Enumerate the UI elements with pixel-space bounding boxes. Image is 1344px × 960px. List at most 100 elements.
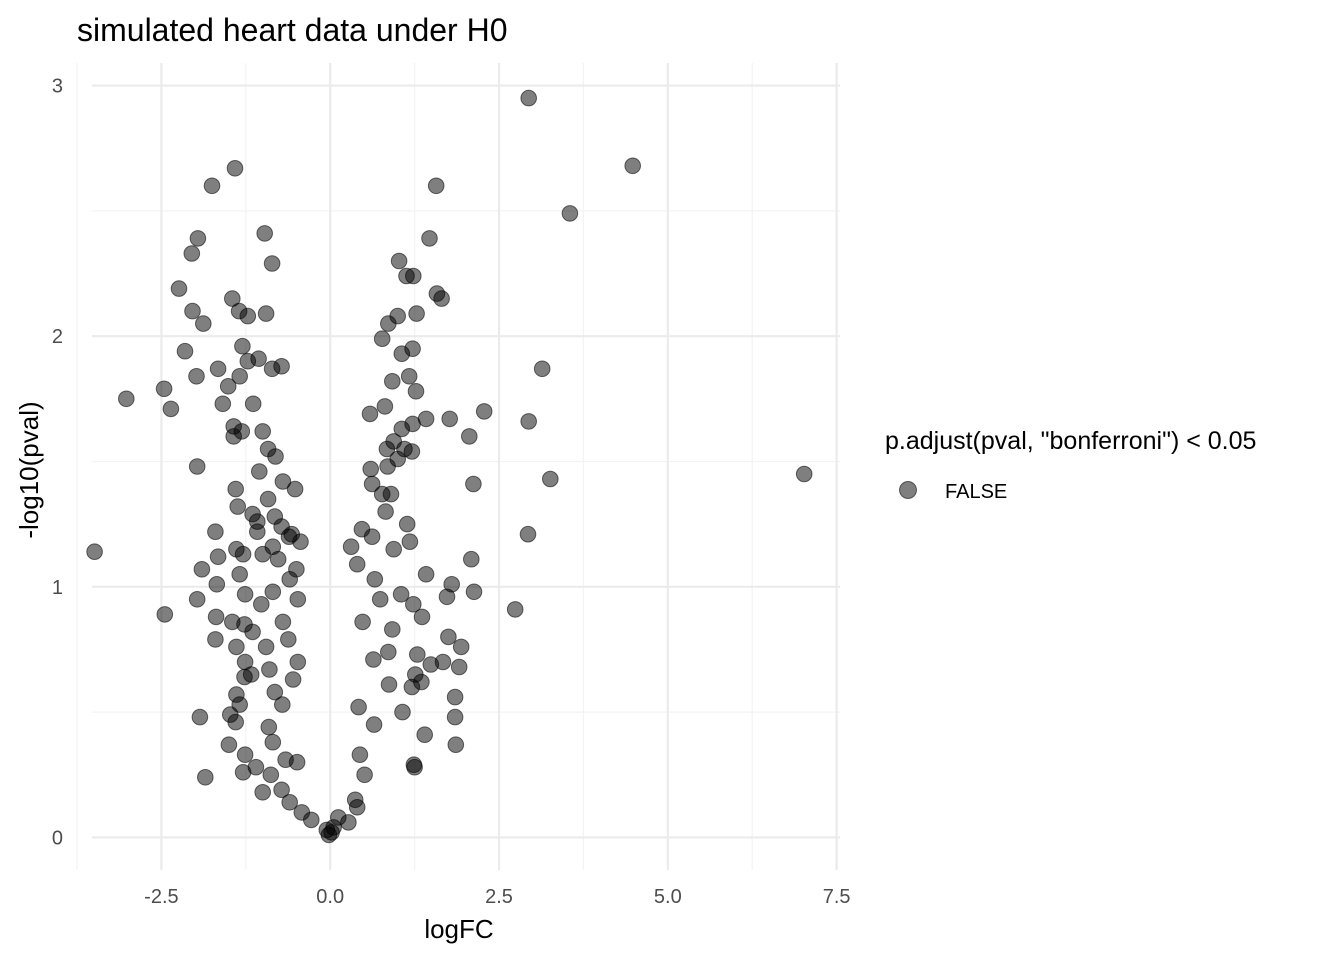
x-tick-label: 2.5 (485, 886, 513, 908)
data-point (463, 550, 480, 568)
data-point (184, 302, 201, 320)
legend-label-false: FALSE (945, 481, 1007, 503)
data-point (248, 523, 266, 541)
data-point (244, 623, 261, 641)
data-point (348, 555, 366, 573)
data-point (226, 160, 244, 177)
data-point (380, 315, 397, 332)
data-point (264, 583, 282, 601)
data-point (409, 646, 426, 663)
data-point (286, 480, 304, 498)
data-point (382, 485, 400, 503)
x-axis-title: logFC (424, 914, 493, 944)
y-axis-title: -log10(pval) (14, 401, 44, 538)
data-point (244, 395, 262, 413)
data-point (394, 703, 411, 721)
data-point (234, 337, 251, 355)
data-point (405, 596, 422, 613)
data-point (366, 571, 384, 588)
data-point (263, 255, 281, 272)
data-point (398, 515, 416, 533)
data-point (274, 696, 291, 713)
data-point (274, 613, 292, 631)
data-point (407, 383, 425, 400)
data-point (274, 473, 292, 490)
grid (76, 63, 840, 870)
data-point (342, 538, 360, 556)
data-point (236, 746, 254, 764)
data-point (404, 415, 421, 433)
data-point (624, 157, 642, 175)
data-point (220, 736, 238, 754)
data-point (264, 733, 282, 751)
data-point (380, 643, 397, 661)
data-point (354, 613, 371, 631)
data-point (207, 631, 224, 648)
data-point (281, 794, 299, 811)
data-point (203, 177, 221, 195)
data-point (236, 586, 254, 603)
data-point (262, 766, 280, 784)
data-point (214, 395, 232, 413)
data-point (289, 591, 307, 608)
data-point (261, 661, 278, 678)
data-point (209, 360, 227, 378)
data-points (86, 89, 813, 844)
data-point (416, 726, 434, 744)
data-point (209, 548, 227, 566)
data-point (188, 458, 206, 475)
data-point (363, 528, 381, 546)
data-point (269, 550, 287, 568)
data-point (542, 470, 559, 488)
data-point (795, 465, 813, 483)
data-point (281, 571, 299, 588)
data-point (162, 400, 180, 418)
data-point (417, 566, 435, 583)
x-tick-label: -2.5 (144, 886, 178, 908)
data-point (384, 621, 401, 638)
data-point (231, 566, 248, 583)
data-point (390, 252, 408, 270)
data-point (292, 533, 309, 551)
data-point (520, 413, 538, 430)
data-point (361, 405, 379, 423)
data-point (440, 628, 457, 646)
data-point (348, 799, 366, 816)
data-point (234, 545, 252, 563)
data-point (236, 668, 253, 686)
y-tick-label: 2 (52, 326, 63, 348)
data-point (195, 315, 212, 332)
data-point (379, 458, 396, 475)
data-point (263, 360, 281, 378)
data-point (234, 764, 252, 781)
data-point (252, 596, 270, 613)
data-point (362, 460, 380, 478)
data-point (377, 503, 394, 520)
data-point (446, 688, 464, 706)
data-point (207, 523, 224, 541)
data-point (284, 671, 302, 688)
data-point (254, 545, 272, 563)
data-point (401, 533, 419, 551)
data-point (259, 490, 277, 508)
data-point (254, 784, 272, 801)
data-point (385, 540, 403, 558)
data-point (229, 498, 246, 515)
data-point (447, 736, 465, 754)
data-point (156, 606, 174, 623)
data-point (363, 475, 381, 493)
data-point (193, 561, 211, 578)
data-point (408, 305, 425, 322)
data-point (384, 373, 401, 390)
data-point (520, 89, 538, 107)
data-point (250, 463, 268, 480)
data-point (475, 403, 493, 420)
data-point (378, 440, 396, 458)
data-point (533, 360, 551, 378)
data-point (422, 656, 440, 673)
data-point (188, 591, 206, 608)
legend-title: p.adjust(pval, "bonferroni") < 0.05 (885, 427, 1256, 455)
data-point (176, 342, 194, 360)
data-point (380, 676, 398, 693)
